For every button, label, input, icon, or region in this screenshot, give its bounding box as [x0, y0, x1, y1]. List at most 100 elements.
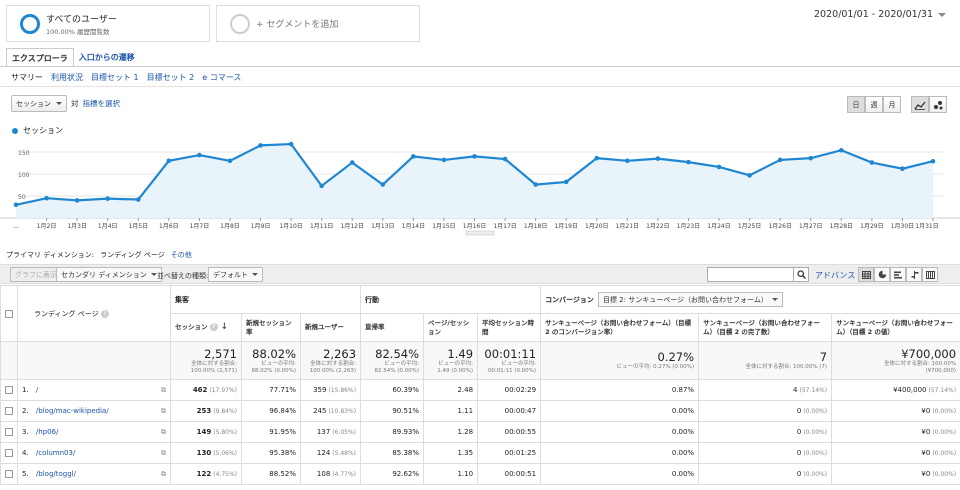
data-table-view-icon[interactable] — [858, 267, 874, 282]
subnav-goal-set-1[interactable]: 目標セット 1 — [91, 73, 139, 82]
dimension-header[interactable]: ランディング ページ? — [17, 285, 171, 342]
goal-value-cell: ¥0 (0.00%) — [831, 442, 960, 464]
goal-value-value: ¥0 — [921, 428, 931, 436]
row-checkbox[interactable] — [5, 386, 13, 394]
landing-page-link[interactable]: /hp06/ — [35, 427, 59, 436]
totals-cell: 1.49 ビューの平均: 1.49 (0.00%) — [423, 341, 479, 380]
x-tick-label: 1月28日 — [830, 223, 853, 230]
sort-type-select[interactable]: デフォルト — [208, 267, 263, 282]
column-header-goal-value[interactable]: サンキューページ（お問い合わせフォーム）（目標 2 の値） — [831, 313, 960, 342]
data-point — [625, 158, 630, 164]
goal-completions-value: 0 — [796, 449, 802, 457]
new-users-value: 108 — [316, 470, 331, 478]
row-checkbox[interactable] — [5, 407, 13, 415]
landing-page-link[interactable]: /blog/toggl/ — [35, 469, 76, 478]
external-link-icon[interactable]: ⧉ — [161, 448, 166, 457]
x-tick-label: 1月2日 — [37, 223, 57, 230]
x-tick-label: 1月15日 — [432, 223, 455, 230]
external-link-icon[interactable]: ⧉ — [161, 406, 166, 415]
totals-value: 7 — [819, 350, 828, 364]
data-point — [105, 196, 110, 201]
external-link-icon[interactable]: ⧉ — [161, 427, 166, 436]
column-header-pages-per-session[interactable]: ページ/セッション — [423, 313, 479, 342]
column-header-new-session-rate[interactable]: 新規セッション率 — [241, 313, 301, 342]
x-tick-label: 1月27日 — [799, 223, 822, 230]
pages-per-session-cell: 2.48 — [423, 379, 479, 401]
data-point — [808, 155, 814, 161]
external-link-icon[interactable]: ⧉ — [161, 385, 166, 394]
column-header-avg-duration[interactable]: 平均セッション時間 — [477, 313, 542, 342]
avg-duration-value: 00:00:47 — [504, 407, 537, 415]
landing-page-cell: 2. /blog/mac-wikipedia/ ⧉ — [17, 400, 171, 422]
date-range-picker[interactable]: 2020/01/01 - 2020/01/31 — [814, 9, 946, 20]
period-week-button[interactable]: 週 — [865, 96, 883, 113]
column-header-goal-cr[interactable]: サンキューページ（お問い合わせフォーム）（目標 2 のコンバージョン率） — [540, 313, 700, 342]
subnav-summary[interactable]: サマリー — [11, 73, 43, 82]
row-checkbox[interactable] — [5, 428, 13, 436]
tab-entrance-paths[interactable]: 入口からの遷移 — [78, 53, 135, 62]
landing-page-link[interactable]: /blog/mac-wikipedia/ — [35, 406, 109, 415]
column-header-bounce-rate[interactable]: 直帰率 — [360, 313, 425, 342]
subnav-goal-set-2[interactable]: 目標セット 2 — [146, 73, 195, 82]
period-day-button[interactable]: 日 — [847, 96, 865, 113]
data-point — [777, 157, 783, 163]
x-tick-label: 1月14日 — [402, 223, 425, 230]
goal-cr-value: 0.00% — [671, 407, 695, 415]
motion-chart-icon[interactable] — [929, 96, 947, 113]
goal-value-percent: (57.14%) — [928, 387, 957, 394]
primary-dim-other-link[interactable]: その他 — [170, 251, 192, 259]
line-chart-icon[interactable] — [911, 96, 929, 113]
bar-chart-view-icon[interactable] — [890, 267, 906, 282]
secondary-dimension-select[interactable]: セカンダリ ディメンション — [56, 267, 162, 282]
x-tick-label: 1月23日 — [677, 223, 700, 230]
pick-metric-link[interactable]: 指標を選択 — [82, 99, 121, 108]
column-header-new-users[interactable]: 新規ユーザー — [299, 313, 362, 342]
pivot-view-icon[interactable] — [922, 267, 938, 282]
row-number: 4. — [22, 448, 29, 457]
search-icon[interactable] — [793, 267, 809, 282]
goal-select[interactable]: 目標 2: サンキューページ（お問い合わせフォーム） — [597, 292, 783, 307]
totals-blank-cell — [0, 341, 18, 380]
landing-page-link[interactable]: / — [35, 385, 39, 394]
column-header-label: 新規セッション率 — [246, 318, 292, 336]
plot-rows-button[interactable]: グラフに表示 — [10, 267, 62, 282]
column-header-goal-completions[interactable]: サンキューページ（お問い合わせフォーム）（目標 2 の完了数） — [698, 313, 833, 342]
new-users-cell: 359 (15.86%) — [299, 379, 362, 401]
add-segment-button[interactable]: + セグメントを追加 — [216, 5, 420, 42]
primary-dim-value: ランディング ページ — [100, 251, 165, 259]
row-checkbox[interactable] — [5, 470, 13, 478]
segment-all-users[interactable]: すべてのユーザー 100.00% 履歴閲覧数 — [6, 5, 210, 42]
goal-value-value: ¥0 — [921, 449, 931, 457]
advanced-filter-link[interactable]: アドバンス — [815, 271, 856, 280]
subnav-usage[interactable]: 利用状況 — [51, 73, 83, 82]
data-point — [135, 197, 141, 202]
tab-explorer[interactable]: エクスプローラ — [6, 48, 74, 67]
row-checkbox[interactable] — [5, 449, 13, 457]
goal-completions-cell: 0 (0.00%) — [698, 463, 833, 485]
column-header-label: サンキューページ（お問い合わせフォーム）（目標 2 の完了数） — [703, 318, 820, 336]
comparison-view-icon[interactable] — [906, 267, 922, 282]
pages-per-session-value: 1.28 — [457, 428, 474, 436]
metric-select[interactable]: セッション — [11, 95, 67, 112]
external-link-icon[interactable]: ⧉ — [161, 469, 166, 478]
goal-cr-cell: 0.00% — [540, 421, 700, 443]
pie-chart-view-icon[interactable] — [874, 267, 890, 282]
table-search-input[interactable] — [707, 267, 809, 282]
conversion-group-header: コンバージョン 目標 2: サンキューページ（お問い合わせフォーム） — [540, 285, 960, 314]
chevron-down-icon — [771, 298, 778, 301]
goal-value-value: ¥0 — [921, 470, 931, 478]
landing-page-link[interactable]: /column03/ — [35, 448, 76, 457]
pages-per-session-cell: 1.35 — [423, 442, 479, 464]
column-header-sessions[interactable]: セッション? ↓ — [170, 313, 242, 342]
row-checkbox-cell — [0, 463, 18, 485]
avg-duration-cell: 00:01:25 — [477, 442, 542, 464]
select-all-checkbox[interactable] — [5, 309, 13, 318]
x-tick-label: 1月19日 — [554, 223, 577, 230]
pages-per-session-value: 1.11 — [457, 407, 474, 415]
row-checkbox-cell — [0, 442, 18, 464]
subnav-ecommerce[interactable]: e コマース — [202, 73, 242, 82]
goal-value-value: ¥0 — [921, 407, 931, 415]
data-point — [411, 154, 416, 159]
period-month-button[interactable]: 月 — [883, 96, 901, 113]
x-tick-label: 1月6日 — [159, 223, 179, 230]
